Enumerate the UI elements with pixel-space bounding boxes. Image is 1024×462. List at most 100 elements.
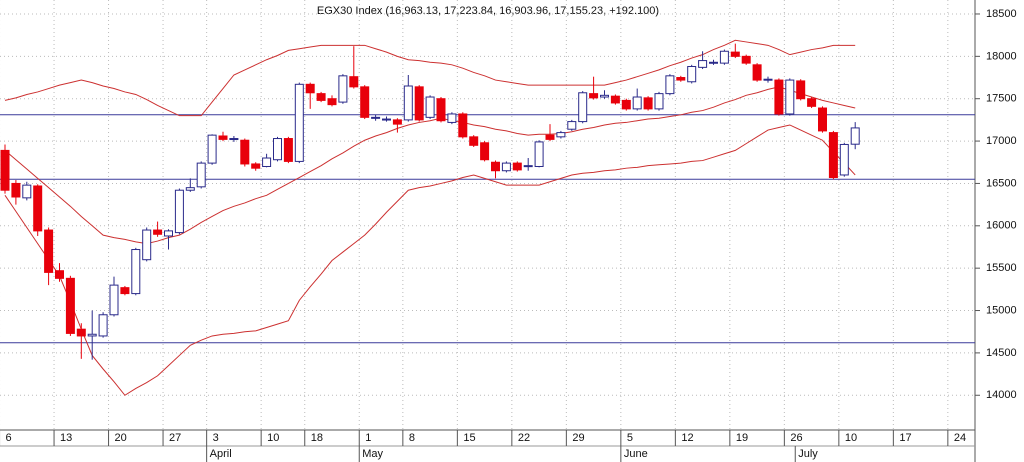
- candle-body: [828, 132, 838, 179]
- candle-body: [44, 229, 54, 273]
- candle-body: [665, 75, 675, 95]
- candle-body: [0, 149, 10, 191]
- candle-body: [120, 287, 130, 295]
- candle-body: [632, 96, 642, 110]
- candle-body: [818, 107, 827, 132]
- y-tick-label: 18000: [986, 50, 1017, 62]
- candle-body: [371, 116, 381, 119]
- candle-body: [283, 138, 293, 162]
- candle-body: [512, 162, 522, 171]
- x-tick-label: 15: [463, 432, 475, 444]
- candle-body: [501, 162, 511, 172]
- candle-body: [240, 139, 250, 165]
- candle-body: [403, 85, 413, 121]
- candle-body: [676, 77, 686, 81]
- x-tick-label: 27: [169, 432, 181, 444]
- candle-body: [174, 189, 184, 234]
- y-tick-label: 17000: [986, 135, 1017, 147]
- candle-body: [643, 97, 653, 110]
- x-tick-label: 5: [627, 432, 633, 444]
- x-tick-label: 10: [267, 432, 279, 444]
- x-tick-label: 3: [213, 432, 219, 444]
- candle-body: [545, 134, 555, 140]
- candle-body: [763, 78, 773, 81]
- candle-body: [109, 284, 119, 316]
- candle-body: [807, 98, 817, 107]
- x-tick-label: 17: [899, 432, 911, 444]
- y-tick-label: 14500: [986, 347, 1017, 359]
- x-tick-label: 6: [6, 432, 12, 444]
- x-tick-label: 24: [954, 432, 966, 444]
- candle-body: [480, 142, 490, 161]
- month-label: July: [798, 448, 818, 460]
- candle-body: [229, 138, 239, 141]
- x-tick-label: 12: [681, 432, 693, 444]
- x-tick-label: 20: [115, 432, 127, 444]
- candle-body: [22, 184, 32, 199]
- candle-body: [33, 185, 43, 232]
- candle-body: [305, 83, 315, 94]
- y-tick-label: 17500: [986, 93, 1017, 105]
- month-label: May: [362, 448, 383, 460]
- candle-body: [251, 163, 261, 169]
- y-tick-label: 18500: [986, 8, 1017, 20]
- candle-body: [698, 60, 708, 68]
- y-tick-label: 16500: [986, 177, 1017, 189]
- candle-body: [392, 119, 402, 125]
- x-tick-label: 13: [60, 432, 72, 444]
- candle-body: [534, 141, 544, 167]
- candle-body: [262, 157, 272, 167]
- x-tick-label: 18: [311, 432, 323, 444]
- candle-body: [589, 93, 599, 99]
- candle-body: [76, 328, 86, 337]
- candle-body: [458, 113, 468, 138]
- y-tick-label: 15000: [986, 304, 1017, 316]
- candle-body: [796, 80, 806, 100]
- x-tick-label: 1: [365, 432, 371, 444]
- x-tick-label: 22: [518, 432, 530, 444]
- candle-body: [98, 314, 108, 337]
- candle-body: [687, 66, 697, 83]
- candle-body: [131, 249, 141, 295]
- candle-body: [414, 86, 424, 121]
- candle-body: [436, 98, 446, 122]
- candle-body: [654, 93, 664, 110]
- candle-body: [741, 55, 751, 64]
- x-tick-label: 8: [409, 432, 415, 444]
- candle-body: [87, 333, 97, 337]
- candle-body: [850, 127, 860, 145]
- candle-body: [185, 187, 195, 191]
- candle-body: [621, 99, 631, 110]
- candle-body: [447, 113, 457, 123]
- x-tick-label: 26: [790, 432, 802, 444]
- candle-body: [567, 121, 577, 130]
- candle-body: [556, 132, 566, 138]
- candle-body: [785, 79, 795, 115]
- candle-body: [11, 182, 21, 198]
- x-tick-label: 19: [736, 432, 748, 444]
- candle-body: [752, 64, 762, 81]
- candle-body: [55, 270, 64, 279]
- chart-title: EGX30 Index (16,963.13, 17,223.84, 16,90…: [317, 5, 659, 17]
- candle-body: [839, 143, 849, 176]
- candle-body: [327, 98, 337, 106]
- candle-body: [719, 50, 729, 64]
- candle-body: [491, 161, 500, 172]
- candle-body: [196, 162, 206, 188]
- candle-body: [610, 95, 620, 104]
- candle-body: [578, 92, 588, 123]
- candle-body: [382, 118, 391, 121]
- candle-body: [207, 134, 217, 164]
- candle-body: [273, 138, 282, 161]
- x-tick-label: 10: [845, 432, 857, 444]
- candle-body: [338, 75, 348, 103]
- candle-body: [218, 135, 228, 140]
- candle-body: [730, 51, 740, 57]
- x-tick-label: 29: [572, 432, 584, 444]
- month-label: June: [624, 448, 648, 460]
- candle-body: [164, 230, 173, 237]
- candle-body: [523, 165, 533, 168]
- candle-body: [349, 76, 359, 88]
- candle-body: [600, 94, 609, 98]
